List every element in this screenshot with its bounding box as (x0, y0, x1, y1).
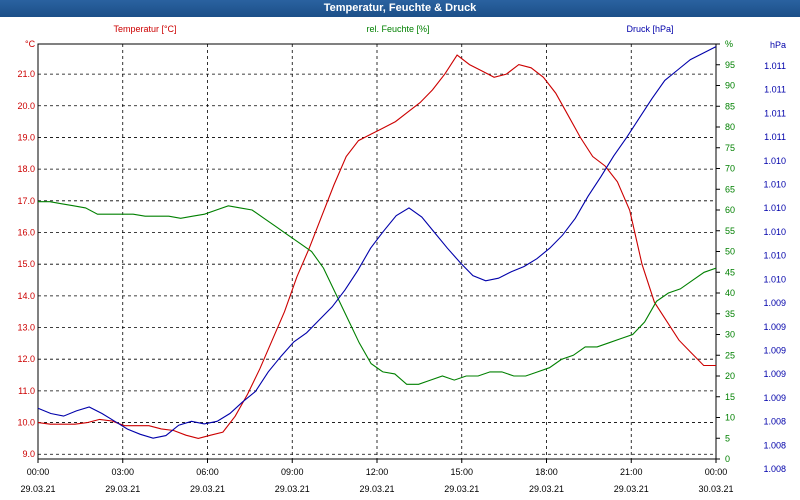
pressure-tick-label: 1.008 (763, 440, 786, 450)
x-tick-time: 03:00 (111, 467, 134, 477)
right-tick-label: 15 (725, 392, 735, 402)
pressure-tick-label: 1.009 (763, 322, 786, 332)
right-tick-label: 45 (725, 267, 735, 277)
left-tick-label: 11.0 (18, 386, 35, 396)
left-tick-label: 10.0 (17, 418, 35, 428)
left-tick-label: 19.0 (17, 132, 35, 142)
x-tick-time: 00:00 (27, 467, 50, 477)
pressure-tick-label: 1.010 (763, 227, 786, 237)
x-tick-date: 29.03.21 (275, 484, 310, 494)
x-tick-date: 29.03.21 (20, 484, 55, 494)
right-tick-label: % (725, 39, 733, 49)
pressure-tick-label: 1.008 (763, 417, 786, 427)
right-tick-label: 55 (725, 226, 735, 236)
pressure-line (37, 46, 717, 439)
pressure-tick-label: 1.011 (764, 108, 786, 118)
left-tick-label: 16.0 (17, 227, 35, 237)
pressure-axis-unit: hPa (770, 40, 786, 50)
pressure-tick-label: 1.008 (763, 464, 786, 474)
x-tick-time: 06:00 (196, 467, 219, 477)
x-axis: 00:00 29.03.21 03:00 29.03.21 06:00 29.03.21 0… (20, 459, 734, 494)
right-tick-label: 50 (725, 247, 735, 257)
legend-pressure: Druck [hPa] (626, 24, 673, 34)
right-tick-label: 5 (725, 433, 730, 443)
x-tick-time: 00:00 (705, 467, 728, 477)
pressure-tick-label: 1.011 (764, 85, 786, 95)
left-tick-label: 15.0 (17, 259, 35, 269)
right-tick-label: 90 (725, 81, 735, 91)
x-tick-time: 12:00 (366, 467, 389, 477)
right-axis: 0 5 10 15 20 25 30 35 40 45 50 55 60 65 70 75 80 85 90 95% (716, 39, 735, 464)
x-tick-date: 29.03.21 (444, 484, 479, 494)
series-lines (37, 46, 717, 439)
x-tick-date: 29.03.21 (105, 484, 140, 494)
legend-humidity: rel. Feuchte [%] (366, 24, 429, 34)
pressure-tick-label: 1.009 (763, 298, 786, 308)
pressure-tick-label: 1.009 (763, 369, 786, 379)
pressure-tick-label: 1.010 (763, 156, 786, 166)
right-tick-label: 20 (725, 371, 735, 381)
x-tick-time: 09:00 (281, 467, 304, 477)
left-axis-unit: °C (25, 39, 36, 49)
x-tick-date: 29.03.21 (359, 484, 394, 494)
right-tick-label: 85 (725, 101, 735, 111)
left-tick-label: 20.0 (17, 101, 35, 111)
left-tick-label: 12.0 (17, 354, 35, 364)
pressure-tick-label: 1.010 (763, 274, 786, 284)
pressure-tick-label: 1.009 (763, 393, 786, 403)
right-tick-label: 65 (725, 184, 735, 194)
pressure-tick-label: 1.010 (763, 180, 786, 190)
left-tick-label: 17.0 (17, 196, 35, 206)
left-tick-label: 14.0 (17, 291, 35, 301)
left-axis: 9.0 10.0 11.0 12.0 13.0 14.0 15.0 16.0 17.0 18.0 1… (17, 69, 35, 459)
x-tick-time: 15:00 (450, 467, 473, 477)
left-tick-label: 9.0 (22, 449, 35, 459)
pressure-tick-label: 1.011 (764, 132, 786, 142)
x-tick-date: 29.03.21 (190, 484, 225, 494)
pressure-tick-label: 1.011 (764, 61, 786, 71)
right-tick-label: 35 (725, 309, 735, 319)
x-tick-time: 18:00 (535, 467, 558, 477)
right-tick-label: 25 (725, 350, 735, 360)
legend-temperature: Temperatur [°C] (113, 24, 176, 34)
pressure-tick-label: 1.010 (763, 251, 786, 261)
right-tick-label: 95 (725, 60, 735, 70)
chart-title: Temperatur, Feuchte & Druck (323, 2, 477, 14)
right-tick-label: 70 (725, 164, 735, 174)
left-tick-label: 13.0 (17, 323, 35, 333)
right-tick-label: 10 (725, 413, 735, 423)
temperature-line (37, 54, 716, 439)
x-tick-date: 30.03.21 (698, 484, 733, 494)
pressure-tick-label: 1.010 (763, 203, 786, 213)
pressure-axis: 1.008 1.008 1.008 1.009 1.009 1.009 1.009 1.009… (763, 61, 786, 474)
right-tick-label: 60 (725, 205, 735, 215)
chart-title-bar: Temperatur, Feuchte & Druck (0, 0, 800, 17)
left-tick-label: 18.0 (17, 164, 35, 174)
x-tick-time: 21:00 (620, 467, 643, 477)
humidity-line (38, 201, 717, 385)
x-tick-date: 29.03.21 (529, 484, 564, 494)
right-tick-label: 0 (725, 454, 730, 464)
x-tick-date: 29.03.21 (614, 484, 649, 494)
right-tick-label: 75 (725, 143, 735, 153)
right-tick-label: 30 (725, 330, 735, 340)
left-tick-label: 21.0 (17, 69, 35, 79)
pressure-tick-label: 1.009 (763, 345, 786, 355)
chart-canvas: °C hPa Temperatur [°C] rel. Feuchte [%] … (17, 24, 786, 494)
right-tick-label: 40 (725, 288, 735, 298)
right-tick-label: 80 (725, 122, 735, 132)
grid (38, 44, 716, 459)
